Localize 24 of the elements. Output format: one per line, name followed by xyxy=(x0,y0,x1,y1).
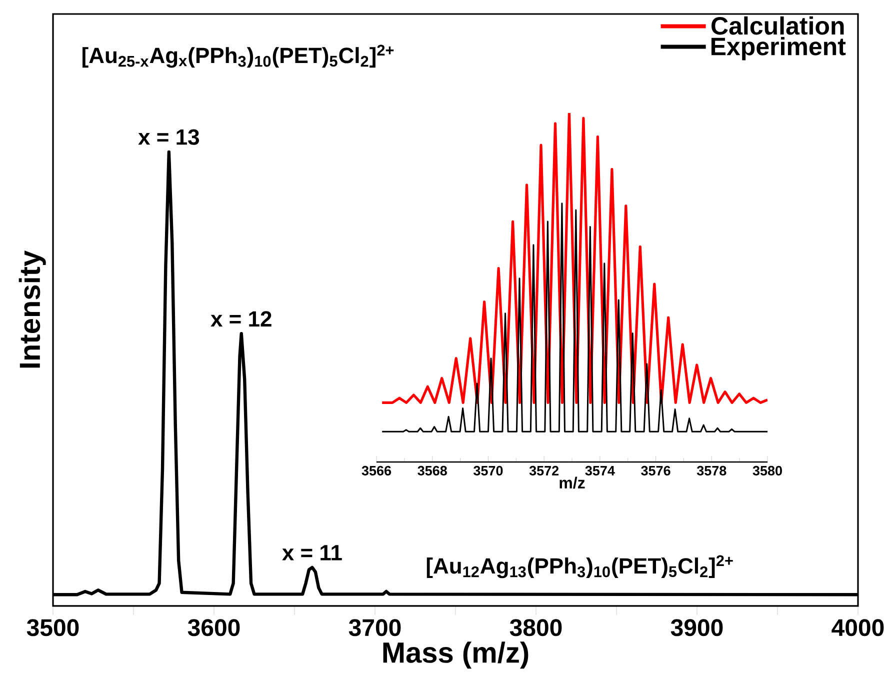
x-tick-label: 3700 xyxy=(348,619,401,636)
x-tick-label: 3500 xyxy=(26,619,79,636)
x-tick-label: 3574 xyxy=(585,466,615,476)
text: [Au$_{12}$Ag$_{13}$(PPh$_{3}$)$_{10}$(PET)$_{5}$Cl$_{2}$]$^{2+}$ xyxy=(426,555,733,578)
x-tick-label: 3566 xyxy=(362,466,392,476)
x-tick-label: 3568 xyxy=(418,466,447,476)
annotation: x = 11 xyxy=(282,545,342,560)
x-tick-label: 4000 xyxy=(832,619,884,636)
x-tick-label: 3800 xyxy=(510,619,562,636)
x-axis-title: m/z xyxy=(560,476,585,489)
x-tick-label: 3900 xyxy=(670,619,723,636)
x-axis-title: Mass (m/z) xyxy=(383,642,528,669)
text: [Au$_{25-x}$Ag$_{x}$(PPh$_{3}$)$_{10}$(PET)$_{5}$Cl$_{2}$]$^{2+}$ xyxy=(82,44,394,68)
annotation: x = 13 xyxy=(138,129,200,145)
annotation: x = 12 xyxy=(210,311,272,326)
x-tick-label: 3580 xyxy=(752,466,782,476)
x-tick-label: 3570 xyxy=(474,466,503,476)
x-tick-label: 3576 xyxy=(641,466,670,476)
y-axis-title: Intensity xyxy=(18,250,46,368)
x-tick-label: 3572 xyxy=(529,466,559,476)
legend-label: Calculation xyxy=(712,16,844,35)
x-tick-label: 3578 xyxy=(696,466,726,476)
x-tick-label: 3600 xyxy=(188,619,240,636)
legend-label: Experiment xyxy=(711,37,846,60)
